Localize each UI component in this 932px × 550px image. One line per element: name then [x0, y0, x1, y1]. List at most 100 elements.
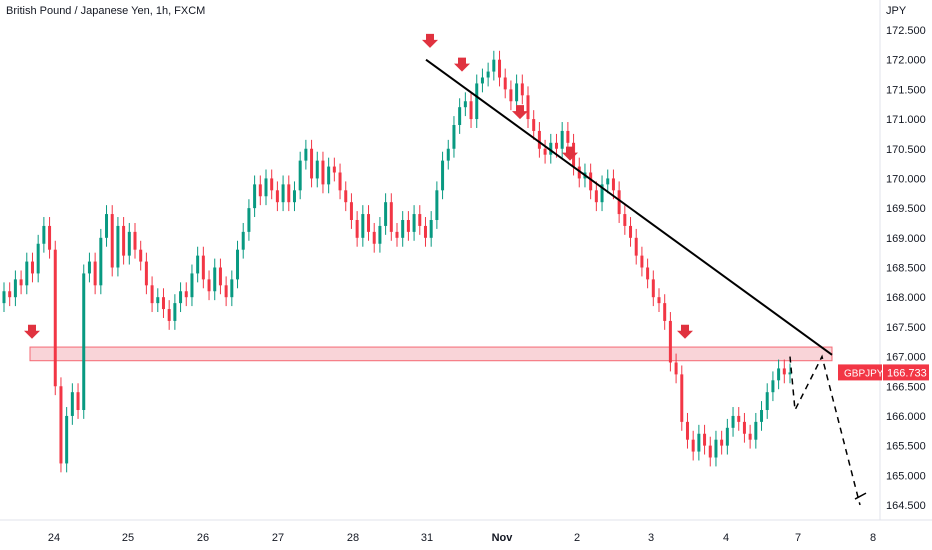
- candle-body: [236, 249, 240, 280]
- candle-body: [355, 220, 359, 238]
- x-tick-label: 7: [795, 532, 801, 544]
- candle-body: [230, 279, 234, 298]
- x-tick-label: Nov: [492, 532, 514, 544]
- candle-body: [441, 160, 445, 191]
- candle-body: [389, 202, 393, 232]
- candle-body: [594, 190, 598, 203]
- candle-body: [634, 237, 638, 256]
- candle-body: [179, 291, 183, 304]
- resistance-trendline: [425, 58, 833, 356]
- y-tick-label: 172.500: [886, 25, 926, 37]
- candle-body: [48, 225, 52, 250]
- candle-body: [201, 255, 205, 280]
- candle-body: [99, 237, 103, 286]
- candle-body: [258, 184, 262, 197]
- candle-body: [731, 415, 735, 428]
- candle-body: [515, 83, 519, 102]
- x-tick-label: 24: [48, 532, 60, 544]
- candle-body: [611, 178, 615, 191]
- candle-body: [623, 214, 627, 226]
- candle-body: [646, 267, 650, 280]
- candle-body: [560, 130, 564, 149]
- y-axis-unit: JPY: [886, 5, 907, 17]
- candle-body: [708, 445, 712, 458]
- candle-body: [418, 214, 422, 226]
- candle-body: [395, 231, 399, 238]
- candle-body: [207, 279, 211, 292]
- y-tick-label: 165.000: [886, 470, 926, 482]
- y-tick-label: 170.500: [886, 144, 926, 156]
- candle-body: [429, 220, 433, 238]
- candle-body: [640, 255, 644, 268]
- candle-body: [680, 374, 684, 422]
- candle-body: [469, 101, 473, 120]
- x-tick-label: 4: [723, 532, 729, 544]
- y-tick-label: 171.000: [886, 114, 926, 126]
- candle-body: [247, 208, 251, 232]
- candle-body: [218, 267, 222, 286]
- x-tick-label: 27: [272, 532, 284, 544]
- candle-body: [765, 392, 769, 410]
- candle-body: [657, 297, 661, 304]
- candle-body: [13, 279, 17, 298]
- candle-body: [139, 249, 143, 262]
- y-tick-label: 172.000: [886, 55, 926, 67]
- candle-body: [241, 231, 245, 250]
- candle-body: [196, 255, 200, 274]
- price-label: 166.733: [887, 367, 927, 379]
- candle-body: [754, 421, 758, 440]
- candle-body: [714, 439, 718, 458]
- candle-body: [480, 77, 484, 84]
- candle-body: [304, 148, 308, 161]
- y-tick-label: 168.500: [886, 263, 926, 275]
- y-tick-label: 165.500: [886, 441, 926, 453]
- y-tick-label: 166.500: [886, 381, 926, 393]
- candle-body: [520, 83, 524, 96]
- candle-body: [537, 130, 541, 149]
- candle-body: [361, 214, 365, 238]
- candle-body: [310, 148, 314, 179]
- candle-body: [2, 291, 6, 304]
- candle-body: [298, 160, 302, 191]
- candle-body: [133, 231, 137, 250]
- candle-body: [264, 178, 268, 197]
- candle-body: [446, 148, 450, 161]
- candle-body: [372, 231, 376, 244]
- candle-body: [771, 380, 775, 393]
- candle-body: [458, 107, 462, 125]
- candle-body: [156, 297, 160, 304]
- candle-body: [87, 261, 91, 274]
- marker-arrow-down-icon: [512, 105, 528, 120]
- candle-body: [321, 160, 325, 185]
- symbol-label-bg: [838, 364, 882, 381]
- candle-body: [600, 184, 604, 203]
- candle-body: [412, 214, 416, 232]
- x-tick-label: 3: [648, 532, 654, 544]
- candle-body: [703, 433, 707, 446]
- candle-body: [423, 225, 427, 238]
- y-tick-label: 171.500: [886, 84, 926, 96]
- candle-body: [549, 142, 553, 155]
- candle-body: [498, 59, 502, 78]
- candle-body: [452, 125, 456, 149]
- support-zone: [29, 346, 833, 362]
- candle-body: [173, 303, 177, 321]
- candle-body: [349, 202, 353, 220]
- candle-body: [53, 249, 57, 387]
- candle-body: [161, 297, 165, 310]
- chart-title: British Pound / Japanese Yen, 1h, FXCM: [6, 5, 206, 17]
- candle-body: [25, 261, 29, 286]
- candle-body: [105, 214, 109, 238]
- y-tick-label: 164.500: [886, 500, 926, 512]
- candle-body: [344, 190, 348, 203]
- x-tick-label: 2: [574, 532, 580, 544]
- marker-arrow-down-icon: [562, 146, 578, 161]
- candle-body: [76, 392, 80, 410]
- candle-body: [253, 184, 257, 209]
- candle-body: [782, 368, 786, 375]
- candle-body: [36, 243, 40, 274]
- candle-body: [213, 267, 217, 292]
- candle-body: [315, 160, 319, 179]
- candle-body: [742, 421, 746, 434]
